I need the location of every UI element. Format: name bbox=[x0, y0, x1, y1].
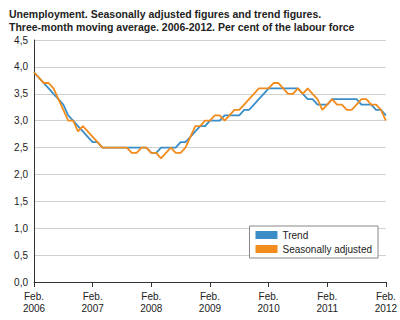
svg-text:Trend: Trend bbox=[282, 230, 308, 241]
svg-text:0,0: 0,0 bbox=[14, 277, 28, 288]
svg-text:Seasonally adjusted: Seasonally adjusted bbox=[282, 244, 372, 255]
svg-text:Feb.: Feb. bbox=[259, 291, 279, 302]
svg-text:0,5: 0,5 bbox=[14, 250, 28, 261]
svg-text:4,0: 4,0 bbox=[14, 61, 28, 72]
svg-text:3,5: 3,5 bbox=[14, 88, 28, 99]
svg-text:2006: 2006 bbox=[23, 303, 46, 314]
svg-text:3,0: 3,0 bbox=[14, 115, 28, 126]
svg-text:Feb.: Feb. bbox=[200, 291, 220, 302]
svg-text:2007: 2007 bbox=[82, 303, 105, 314]
svg-text:Feb.: Feb. bbox=[83, 291, 103, 302]
svg-text:1,5: 1,5 bbox=[14, 196, 28, 207]
svg-text:2011: 2011 bbox=[316, 303, 338, 314]
svg-text:Feb.: Feb. bbox=[317, 291, 337, 302]
svg-text:2010: 2010 bbox=[257, 303, 280, 314]
svg-text:Feb.: Feb. bbox=[376, 291, 396, 302]
svg-text:Feb.: Feb. bbox=[141, 291, 161, 302]
svg-text:Three-month moving average. 20: Three-month moving average. 2006-2012. P… bbox=[9, 21, 355, 33]
svg-text:Feb.: Feb. bbox=[24, 291, 44, 302]
svg-text:4,5: 4,5 bbox=[14, 35, 28, 46]
svg-text:1,0: 1,0 bbox=[14, 223, 28, 234]
svg-text:2012: 2012 bbox=[375, 303, 398, 314]
svg-text:2008: 2008 bbox=[140, 303, 163, 314]
svg-text:Unemployment. Seasonally adjus: Unemployment. Seasonally adjusted figure… bbox=[9, 8, 321, 20]
svg-text:2,5: 2,5 bbox=[14, 142, 28, 153]
svg-text:2009: 2009 bbox=[199, 303, 222, 314]
svg-text:2,0: 2,0 bbox=[14, 169, 28, 180]
